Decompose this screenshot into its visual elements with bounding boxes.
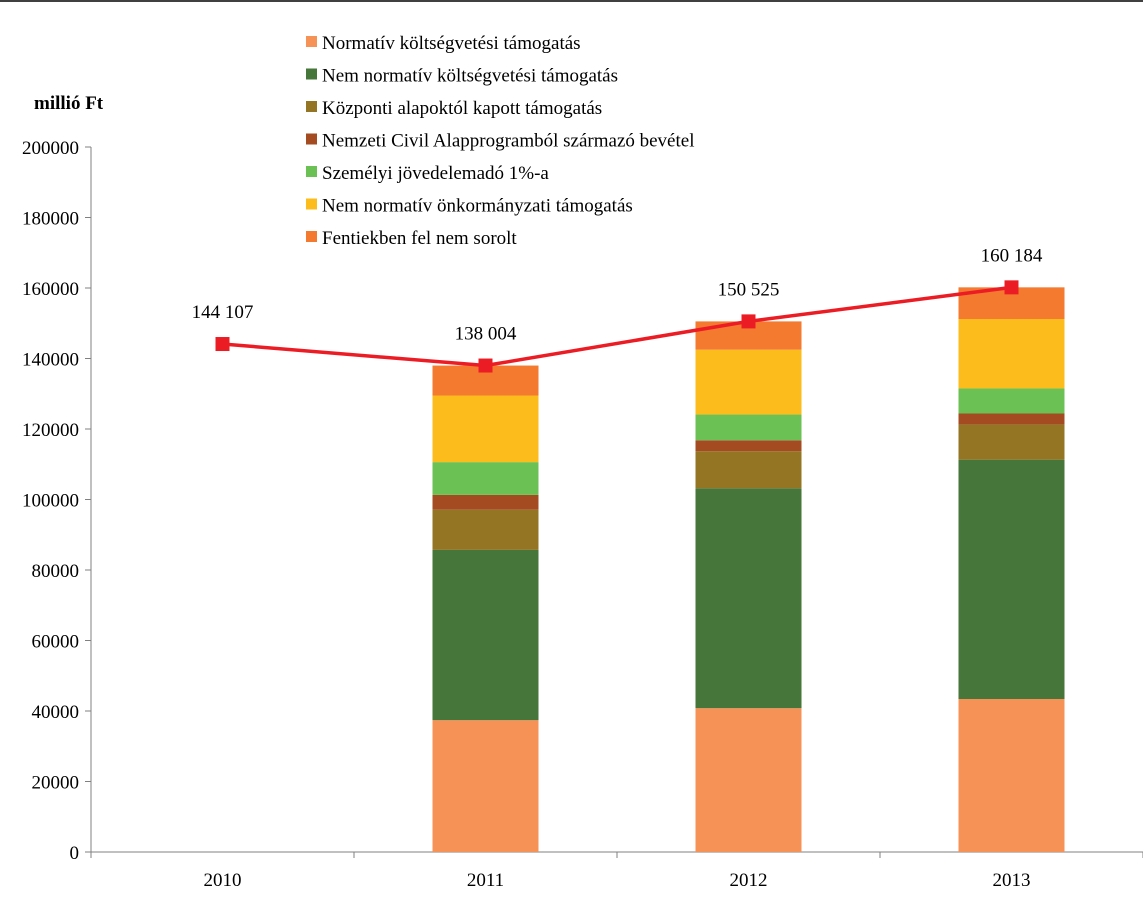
data-label: 150 525 <box>718 279 780 300</box>
legend-entry: Nem normatív önkormányzati támogatás <box>322 196 633 217</box>
y-tick-label: 60000 <box>32 632 80 653</box>
bar-segment <box>432 509 539 550</box>
bar-segment <box>695 440 802 452</box>
bar-segment <box>958 388 1065 414</box>
legend-entry: Központi alapoktól kapott támogatás <box>322 98 602 119</box>
bar-segment <box>695 414 802 441</box>
y-tick-label: 100000 <box>22 491 79 512</box>
legend-entry: Normatív költségvetési támogatás <box>322 33 581 54</box>
total-line <box>222 285 1012 368</box>
x-axis: 2010 2011 2012 2013 <box>90 851 1143 891</box>
line-marker <box>741 314 756 329</box>
line-marker <box>215 337 230 352</box>
bar-segment <box>695 488 802 709</box>
y-tick-label: 40000 <box>32 702 80 723</box>
legend-swatch <box>306 101 317 112</box>
x-tick-label: 2011 <box>467 870 504 891</box>
y-axis-label: millió Ft <box>34 93 104 114</box>
y-tick-label: 20000 <box>32 773 80 794</box>
y-axis: 0 20000 40000 60000 80000 100000 120000 140000 1… <box>22 138 92 864</box>
y-tick-label: 120000 <box>22 420 79 441</box>
legend-swatch <box>306 36 317 47</box>
y-tick-label: 140000 <box>22 350 79 371</box>
bar-segment <box>695 451 802 489</box>
bar-segment <box>432 395 539 463</box>
y-tick-label: 180000 <box>22 209 79 230</box>
line-marker <box>478 358 493 373</box>
line-marker <box>1004 280 1019 295</box>
bar-segment <box>958 459 1065 700</box>
data-label: 144 107 <box>192 302 254 323</box>
x-tick-label: 2012 <box>730 870 768 891</box>
legend-swatch <box>306 133 317 145</box>
legend-swatch <box>306 166 317 177</box>
bars <box>432 287 1065 852</box>
bar-segment <box>695 349 802 415</box>
legend-swatch <box>306 231 317 242</box>
bar-segment <box>958 413 1065 425</box>
bar-segment <box>432 720 539 852</box>
data-label: 138 004 <box>455 324 517 345</box>
y-tick-label: 0 <box>70 843 80 864</box>
x-tick-label: 2010 <box>204 870 242 891</box>
bar-segment <box>432 549 539 721</box>
bar-segment <box>958 424 1065 460</box>
legend-swatch <box>306 68 317 80</box>
total-line-series: 144 107 138 004 150 525 160 184 <box>192 245 1043 373</box>
legend-entry: Nemzeti Civil Alapprogramból származó be… <box>322 131 695 152</box>
legend-entry: Személyi jövedelemadó 1%-a <box>322 163 549 184</box>
legend-swatch <box>306 198 317 210</box>
bar-segment <box>432 494 539 510</box>
data-label: 160 184 <box>981 245 1043 266</box>
x-tick-label: 2013 <box>993 870 1031 891</box>
bar-segment <box>695 708 802 852</box>
y-tick-label: 80000 <box>32 561 80 582</box>
bar-segment <box>958 319 1065 389</box>
legend: Normatív költségvetési támogatás Nem norm… <box>306 33 695 249</box>
bar-segment <box>958 699 1065 852</box>
legend-entry: Nem normatív költségvetési támogatás <box>322 66 618 87</box>
y-tick-label: 160000 <box>22 279 79 300</box>
bar-segment <box>432 462 539 495</box>
y-tick-label: 200000 <box>22 138 79 159</box>
legend-entry: Fentiekben fel nem sorolt <box>322 228 517 249</box>
